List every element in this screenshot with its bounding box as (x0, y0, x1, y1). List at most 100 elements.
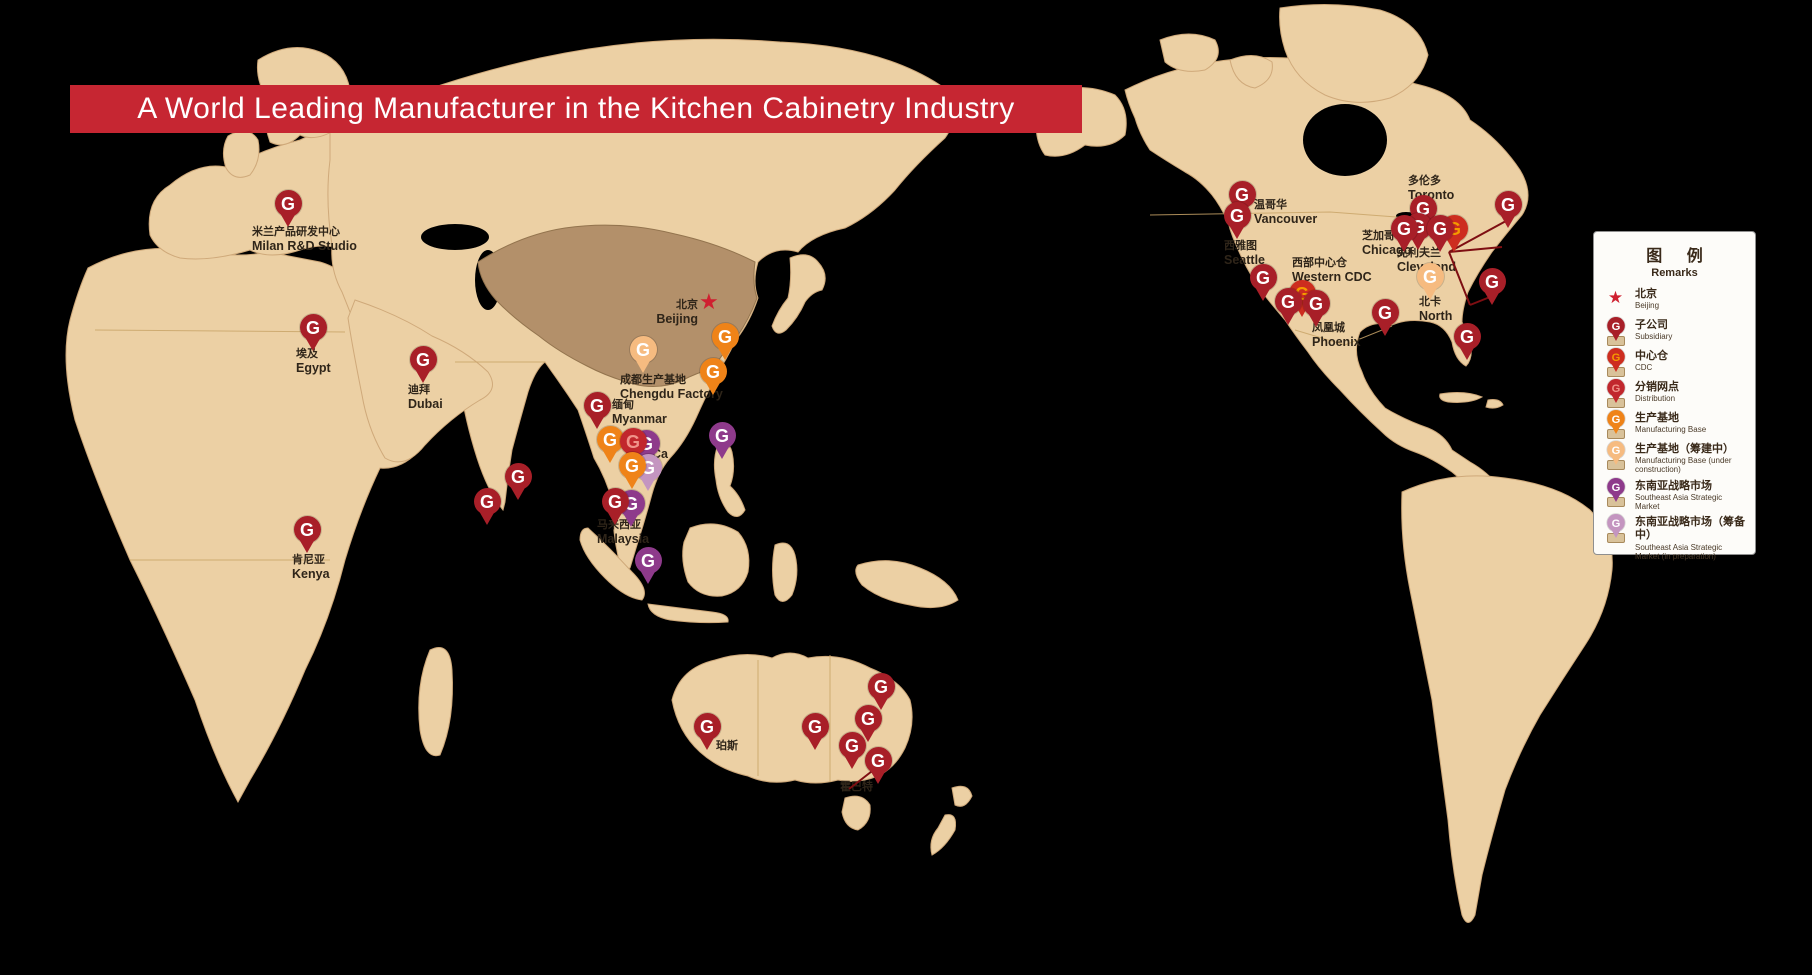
legend-label-zh: 生产基地 (1635, 412, 1679, 424)
label-en: Milan R&D Studio (252, 238, 357, 253)
legend-items: ★ 北京 Beijing G 子公司 Subsidiary G 中心仓 CDC G 分销网点 Dist… (1602, 288, 1747, 561)
island-tasmania (841, 795, 871, 831)
pin-head: G (1302, 290, 1330, 317)
map-pin-myanmar: G (583, 392, 611, 429)
map-pin-atlantic-2: G (1478, 268, 1506, 305)
map-pin-california: G (1249, 264, 1277, 301)
brand-g-icon: G (1396, 218, 1411, 239)
brand-g-icon: G (699, 716, 714, 737)
map-label-perth: 珀斯 (716, 740, 738, 753)
pin-head: G (1607, 514, 1625, 532)
pin-head: G (619, 428, 647, 455)
brand-g-icon: G (1484, 271, 1499, 292)
legend-icon-cell: ★ (1602, 288, 1629, 314)
label-zh: 珀斯 (716, 740, 738, 752)
brand-g-icon: G (1255, 267, 1270, 288)
pin-tail (1229, 225, 1245, 239)
legend-icon-cell: G (1602, 410, 1629, 439)
pin-head: G (601, 488, 629, 515)
pin-tail (717, 346, 733, 360)
pin-tail (705, 381, 721, 395)
pin-tail (607, 511, 623, 525)
legend-box: 图 例 Remarks ★ 北京 Beijing G 子公司 Subsidiary G 中心仓… (1593, 231, 1756, 561)
label-zh: 成都生产基地 (620, 374, 686, 386)
pin-tail (870, 770, 886, 784)
brand-g-icon: G (1377, 302, 1392, 323)
island-java (647, 603, 729, 624)
brand-g-icon: G (1432, 218, 1447, 239)
pin-tail (1377, 322, 1393, 336)
pin-tail (1611, 363, 1621, 372)
label-zh: 温哥华 (1254, 199, 1287, 211)
map-pin-adelaide: G (801, 713, 829, 750)
label-zh: 芝加哥 (1362, 230, 1395, 242)
map-label-chengdu: 成都生产基地 Chengdu Factory (620, 374, 723, 401)
legend-icon-cell: G (1602, 317, 1629, 346)
brand-g-icon: G (1459, 326, 1474, 347)
pin-tail (1611, 529, 1621, 539)
island-nz-north (951, 785, 973, 807)
pin-head: G (1607, 477, 1625, 496)
pin-head: G (618, 452, 646, 479)
map-pin-egypt: G (299, 314, 327, 351)
map-pin-east-china-south: G (699, 358, 727, 395)
legend-item-beijing: ★ 北京 Beijing (1602, 288, 1747, 314)
beijing-label-en: Beijing (656, 312, 698, 326)
map-pin-chengdu: G (629, 336, 657, 373)
pin-tail (1611, 456, 1621, 465)
label-zh: 迪拜 (408, 384, 430, 396)
pin-head: G (1494, 191, 1522, 218)
brand-g-icon: G (1611, 516, 1621, 530)
pin-head: G (293, 516, 321, 543)
pin-tail (602, 449, 618, 463)
pin-head: G (473, 488, 501, 515)
label-en: Western CDC (1292, 269, 1372, 284)
pin-tail (1410, 236, 1426, 250)
map-pin-vietnam-mfg: G (618, 452, 646, 489)
map-pin-chicago-1: G (1390, 215, 1418, 252)
brand-g-icon: G (1229, 205, 1244, 226)
legend-item-sea_market: G 东南亚战略市场 Southeast Asia Strategic Market (1602, 477, 1747, 512)
brand-g-icon: G (602, 429, 617, 450)
island-sumatra (579, 527, 645, 601)
brand-g-icon: G (873, 676, 888, 697)
brand-g-icon: G (807, 716, 822, 737)
border-us-mexico (1294, 325, 1393, 346)
map-label-milan: 米兰产品研发中心 Milan R&D Studio (252, 226, 357, 253)
pin-head: G (1607, 379, 1625, 397)
legend-title-zh: 图 例 (1646, 248, 1713, 265)
legend-item-subsidiary: G 子公司 Subsidiary (1602, 317, 1747, 346)
map-pin-north-carolina: G (1416, 263, 1444, 300)
pin-tail (510, 486, 526, 500)
island-britain (222, 130, 260, 178)
label-zh: 多伦多 (1408, 175, 1441, 187)
pin-tail (1611, 425, 1621, 434)
pin-tail (1484, 291, 1500, 305)
map-pin-milan: G (274, 190, 302, 227)
pin-tail (305, 337, 321, 351)
map-label-kenya: 肯尼亚 Kenya (292, 554, 330, 581)
island-greenland (1279, 3, 1429, 103)
pin-tail (1611, 492, 1621, 502)
brand-g-icon: G (1500, 194, 1515, 215)
pin-tail (415, 369, 431, 383)
pin-tail (1396, 238, 1412, 252)
legend-icon-cell: G (1602, 379, 1629, 408)
legend-text-cell: 分销网点 Distribution (1629, 381, 1679, 403)
brand-g-icon: G (589, 395, 604, 416)
legend-label-zh: 生产基地（筹建中） (1635, 443, 1734, 455)
map-label-western-cdc: 西部中心仓 Western CDC (1292, 257, 1372, 284)
bay-hudson (1303, 104, 1387, 176)
legend-label-zh: 东南亚战略市场（筹备中） (1635, 516, 1745, 542)
brand-g-icon: G (860, 708, 875, 729)
map-pin-western-2: G (1302, 290, 1330, 327)
brand-g-icon: G (640, 550, 655, 571)
map-pin-malaysia-sub: G (601, 488, 629, 525)
pin-head: G (693, 713, 721, 740)
map-pin-perth: G (693, 713, 721, 750)
brand-g-icon: G (1308, 293, 1323, 314)
pin-head: G (1390, 215, 1418, 242)
pin-tail (640, 570, 656, 584)
pin-head: G (867, 673, 895, 700)
map-pin-western-1: G (1274, 288, 1302, 325)
